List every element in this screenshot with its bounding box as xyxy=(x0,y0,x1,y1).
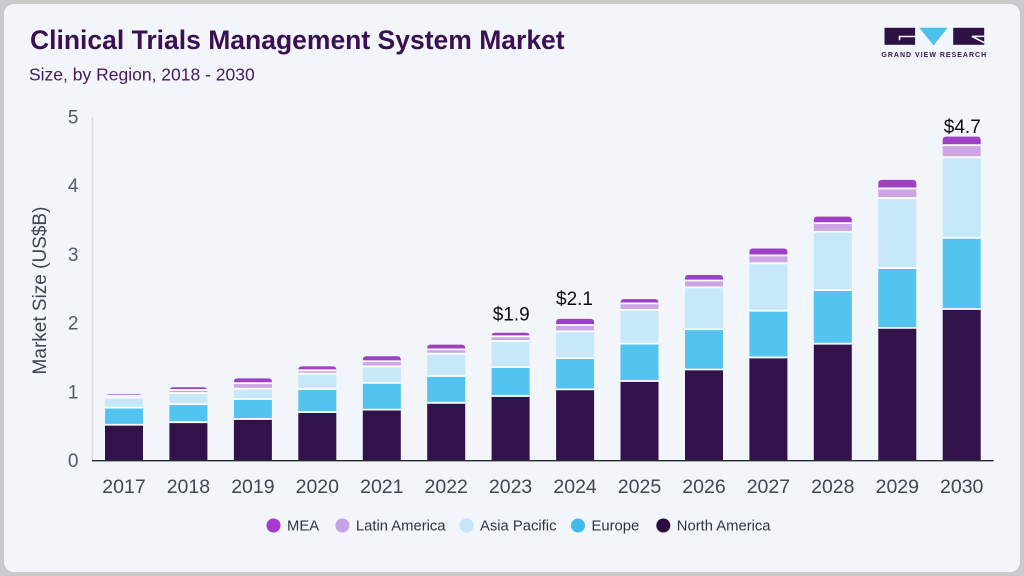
svg-text:2027: 2027 xyxy=(747,476,790,498)
svg-text:1: 1 xyxy=(68,382,79,403)
svg-text:Latin America: Latin America xyxy=(356,519,446,535)
svg-text:0: 0 xyxy=(68,451,79,472)
svg-text:Market Size (US$B): Market Size (US$B) xyxy=(30,207,51,375)
svg-text:2024: 2024 xyxy=(553,476,597,498)
svg-text:2021: 2021 xyxy=(360,476,403,498)
svg-text:Europe: Europe xyxy=(592,519,640,535)
svg-text:North America: North America xyxy=(677,519,772,535)
svg-text:2020: 2020 xyxy=(296,476,340,498)
svg-text:3: 3 xyxy=(68,245,79,266)
svg-text:2029: 2029 xyxy=(876,476,919,498)
svg-text:4: 4 xyxy=(68,176,79,197)
svg-text:$2.1: $2.1 xyxy=(556,289,593,310)
svg-text:2: 2 xyxy=(68,314,79,335)
svg-text:$4.7: $4.7 xyxy=(944,117,981,138)
svg-text:Clinical Trials Management Sys: Clinical Trials Management System Market xyxy=(30,25,565,55)
svg-text:2026: 2026 xyxy=(682,476,725,498)
svg-text:2019: 2019 xyxy=(231,476,274,498)
svg-text:GRAND VIEW RESEARCH: GRAND VIEW RESEARCH xyxy=(881,52,987,59)
svg-text:2023: 2023 xyxy=(489,476,532,498)
svg-text:5: 5 xyxy=(68,108,79,129)
svg-text:2028: 2028 xyxy=(811,476,854,498)
svg-text:2025: 2025 xyxy=(618,476,662,498)
svg-text:2030: 2030 xyxy=(940,476,984,498)
svg-text:MEA: MEA xyxy=(287,519,319,535)
svg-text:2017: 2017 xyxy=(102,476,145,498)
svg-text:$1.9: $1.9 xyxy=(493,305,530,326)
svg-text:Asia Pacific: Asia Pacific xyxy=(480,519,557,535)
svg-text:2022: 2022 xyxy=(425,476,468,498)
svg-text:2018: 2018 xyxy=(167,476,210,498)
svg-text:Size, by Region, 2018 - 2030: Size, by Region, 2018 - 2030 xyxy=(29,65,255,85)
